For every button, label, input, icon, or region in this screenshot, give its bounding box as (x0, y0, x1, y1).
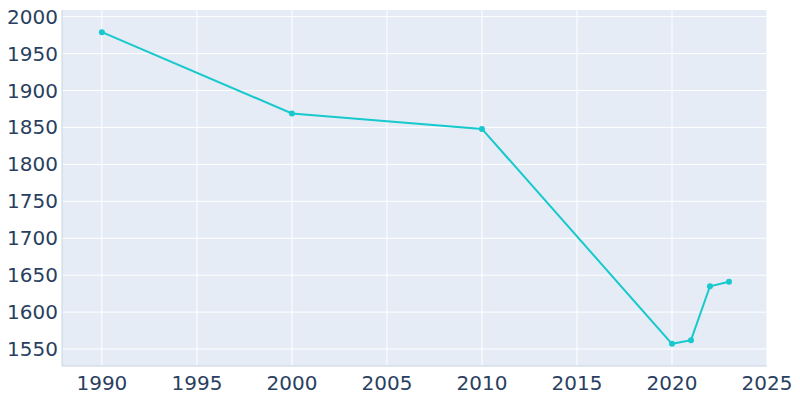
x-tick-label: 2000 (266, 371, 317, 395)
x-grid (671, 10, 672, 366)
y-tick-label: 1550 (7, 337, 58, 361)
x-grid (196, 10, 197, 366)
y-tick-label: 1850 (7, 115, 58, 139)
y-grid (62, 201, 767, 202)
marker (707, 283, 713, 289)
x-grid (291, 10, 292, 366)
y-grid (62, 90, 767, 91)
y-grid (62, 238, 767, 239)
x-tick-label: 1995 (171, 371, 222, 395)
x-tick-label: 2015 (552, 371, 603, 395)
marker (669, 341, 675, 347)
y-tick-label: 1900 (7, 79, 58, 103)
x-tick-label: 2025 (742, 371, 793, 395)
marker (99, 29, 105, 35)
y-grid (62, 312, 767, 313)
plot-background (62, 10, 767, 366)
y-grid (62, 127, 767, 128)
x-tick-label: 2005 (361, 371, 412, 395)
x-grid (576, 10, 577, 366)
x-tick-label: 2020 (647, 371, 698, 395)
x-tick-label: 2010 (457, 371, 508, 395)
y-tick-label: 1750 (7, 189, 58, 213)
x-axis-line (62, 366, 767, 367)
y-grid (62, 53, 767, 54)
y-grid (62, 164, 767, 165)
plot-marks (99, 29, 732, 347)
x-grid (101, 10, 102, 366)
y-tick-label: 1600 (7, 300, 58, 324)
line (102, 32, 729, 344)
y-grid (62, 275, 767, 276)
x-grid (481, 10, 482, 366)
y-axis-line (62, 10, 63, 366)
chart: 1550 1600 1650 1700 1750 1800 1850 1900 1950 2000… (0, 0, 800, 400)
y-grid (62, 349, 767, 350)
y-tick-label: 2000 (7, 5, 58, 29)
marker (479, 126, 485, 132)
x-tick-label: 1990 (76, 371, 127, 395)
y-tick-label: 1800 (7, 152, 58, 176)
y-tick-label: 1700 (7, 226, 58, 250)
y-grid (62, 16, 767, 17)
marker (688, 337, 694, 343)
x-grid (386, 10, 387, 366)
y-tick-label: 1950 (7, 42, 58, 66)
y-tick-label: 1650 (7, 263, 58, 287)
marker (289, 110, 295, 116)
x-grid (767, 10, 768, 366)
marker (726, 279, 732, 285)
